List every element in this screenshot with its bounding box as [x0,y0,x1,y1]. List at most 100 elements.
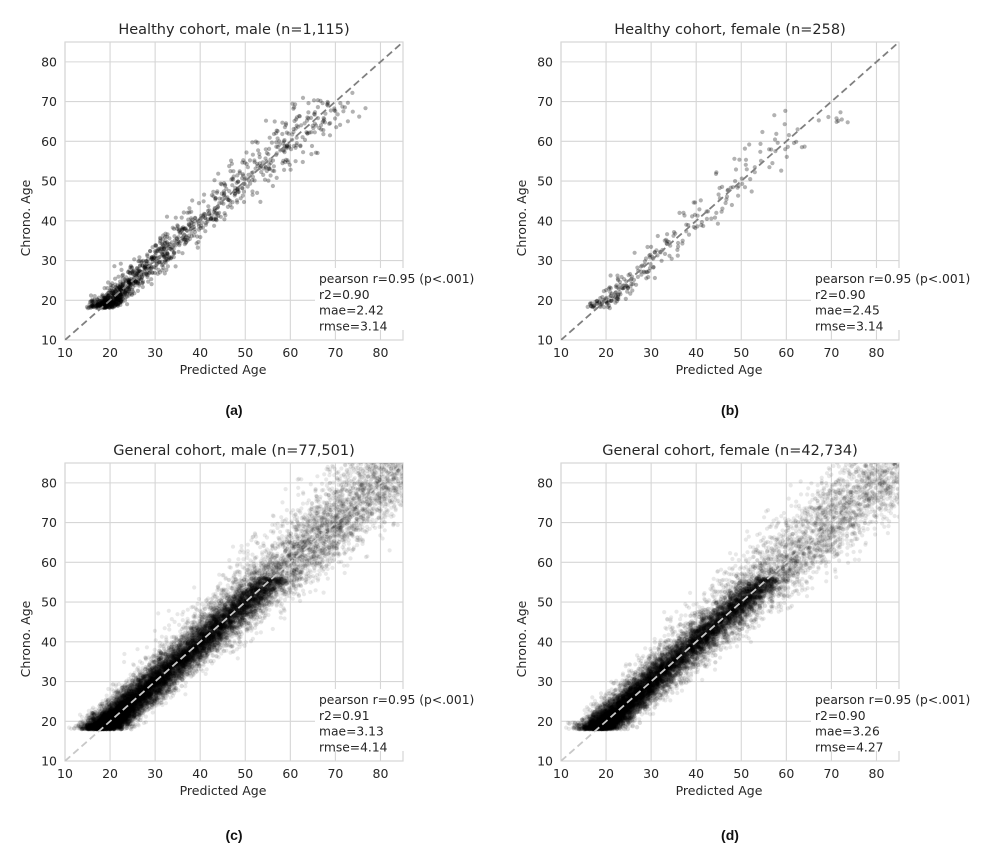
data-point [156,702,161,707]
data-point [432,480,436,484]
data-point [150,256,155,262]
data-point [318,518,323,524]
data-point [91,722,96,727]
data-point [125,291,130,296]
data-point [142,265,147,270]
data-point [148,266,153,272]
data-point [115,297,120,302]
data-point [103,295,108,300]
data-point [102,300,107,305]
data-point [199,223,204,228]
data-point [775,140,780,145]
data-point [104,724,109,729]
x-tick-label: 80 [869,345,885,360]
data-point [143,674,148,679]
data-point [104,297,109,302]
data-point [123,685,128,690]
data-point [206,641,211,647]
data-point [304,579,309,585]
data-point [174,236,179,241]
data-point [126,278,131,283]
data-point [107,301,112,306]
data-point [113,303,118,308]
data-point [845,120,850,125]
data-point [107,305,112,310]
data-point [296,124,301,129]
data-point [120,712,126,717]
data-point [176,249,181,254]
data-point [175,673,180,679]
data-point [772,113,777,118]
data-point [429,479,433,483]
data-point [426,463,430,467]
data-point [244,570,249,575]
data-point [211,209,216,214]
data-point [714,210,719,215]
data-point [320,520,325,526]
data-point [153,684,159,689]
data-point [203,220,208,226]
data-point [226,197,231,202]
data-point [692,212,698,217]
data-point [154,671,159,676]
data-point [119,295,124,300]
data-point [269,595,275,600]
data-point [325,101,331,106]
data-point [199,635,204,640]
data-point [327,133,333,138]
data-point [439,480,443,484]
data-point [716,192,721,197]
data-point [417,457,421,461]
data-point [274,175,279,180]
data-point [412,468,416,472]
data-point [234,198,239,203]
data-point [216,646,221,651]
data-point [114,289,119,294]
data-point [267,146,272,151]
data-point [150,667,155,672]
data-point [241,158,246,163]
data-point [108,725,113,730]
data-point [130,711,135,716]
data-point [242,160,247,165]
x-axis-label: Predicted Age [180,362,267,377]
data-point [406,464,410,468]
data-point [136,278,141,284]
data-point [141,686,146,691]
data-point [261,172,266,177]
panel-c: 10 20 30 40 50 60 70 801020304050607080pearson … [18,443,474,798]
data-point [117,295,122,300]
data-point [120,296,125,301]
data-point [416,482,420,486]
data-point [117,286,122,291]
data-point [354,537,359,543]
data-point [110,281,115,286]
data-point [108,295,113,300]
data-point [589,304,594,309]
data-point [213,196,218,201]
data-point [680,241,685,246]
data-point [114,301,119,306]
data-point [181,237,186,242]
data-point [613,294,618,299]
data-point [91,725,96,730]
data-point [224,629,229,634]
data-point [231,600,236,606]
data-point [126,280,132,285]
data-point [400,463,403,468]
data-point [604,295,609,300]
data-point [605,304,611,310]
data-point [332,108,337,113]
data-point [651,265,656,270]
data-point [147,270,152,275]
data-point [152,249,157,254]
data-point [177,241,182,246]
data-point [428,475,432,479]
data-point [155,271,160,276]
data-point [298,598,303,604]
data-point [139,275,145,280]
data-point [210,635,216,640]
data-point [136,700,141,705]
data-point [314,123,319,128]
data-point [234,595,240,600]
